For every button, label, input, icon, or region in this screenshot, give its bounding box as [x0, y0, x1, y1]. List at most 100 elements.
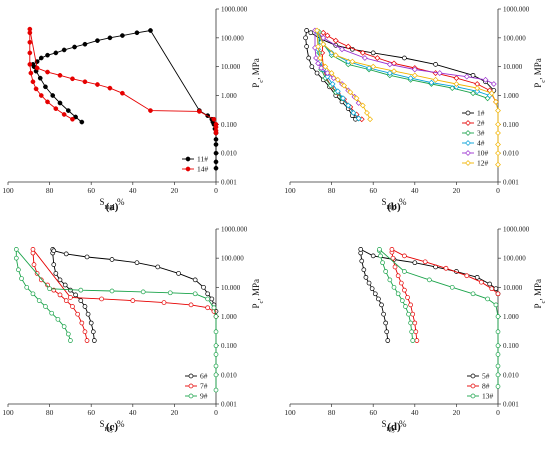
data-point — [363, 274, 369, 280]
data-point — [51, 262, 57, 267]
legend-marker — [465, 120, 471, 126]
x-tick-label: 40 — [411, 408, 419, 417]
data-point — [50, 93, 56, 98]
data-point — [90, 329, 96, 335]
data-point — [57, 277, 63, 283]
data-point — [27, 62, 33, 67]
legend-marker — [465, 130, 471, 136]
data-point — [45, 99, 50, 105]
x-axis-label: SHg, % — [100, 197, 125, 211]
legend-label: 14# — [197, 165, 209, 174]
data-point — [318, 65, 325, 71]
data-point — [389, 247, 395, 252]
data-point — [443, 265, 449, 271]
data-point — [398, 280, 404, 286]
legend-marker — [470, 383, 476, 389]
data-point — [406, 311, 411, 317]
data-point — [367, 116, 373, 123]
data-point — [72, 44, 77, 50]
series-9# — [13, 247, 219, 393]
x-tick-label: 40 — [129, 186, 137, 195]
data-point — [30, 79, 36, 85]
data-point — [334, 88, 341, 95]
data-point — [390, 255, 396, 261]
legend-label: 13# — [482, 392, 494, 401]
data-point — [45, 69, 50, 75]
data-point — [51, 248, 57, 254]
x-tick-label: 100 — [2, 186, 14, 195]
data-point — [211, 116, 217, 122]
data-point — [320, 34, 327, 41]
y-tick-label: 100.000 — [503, 255, 526, 263]
x-tick-label: 60 — [369, 408, 377, 417]
data-point — [95, 82, 100, 87]
data-point — [383, 320, 389, 326]
y-tick-label: 10.000 — [503, 63, 523, 71]
data-point — [176, 271, 181, 276]
data-point — [24, 284, 30, 290]
data-point — [411, 66, 418, 73]
data-point — [374, 55, 381, 61]
data-point — [405, 295, 410, 300]
data-point — [57, 100, 63, 106]
y-tick-label: 10.000 — [503, 284, 523, 292]
chart-panel-3: 0.001 0.010 0.100 1.000 10.000 100.000 1000.00… — [2, 226, 264, 434]
data-point — [412, 320, 418, 326]
data-point — [403, 304, 408, 309]
data-point — [409, 329, 415, 335]
data-point — [495, 141, 501, 148]
data-point — [304, 28, 309, 33]
data-point — [308, 30, 314, 36]
data-point — [464, 273, 470, 279]
data-point — [309, 64, 315, 70]
data-point — [88, 320, 94, 326]
data-point — [453, 81, 460, 87]
chart-panel-4: 0.001 0.010 0.100 1.000 10.000 100.000 1000.00… — [284, 226, 546, 434]
x-tick-label: 0 — [214, 186, 218, 195]
data-point — [495, 314, 501, 319]
x-tick-label: 80 — [46, 408, 54, 417]
data-point — [453, 75, 460, 82]
data-point — [38, 93, 44, 98]
panel-label: (a) — [106, 201, 119, 213]
data-point — [313, 55, 319, 61]
data-point — [432, 76, 439, 83]
data-point — [155, 264, 161, 270]
legend: 6#7#9# — [185, 372, 208, 401]
data-point — [45, 282, 50, 288]
y-tick-label: 1.000 — [221, 92, 237, 100]
legend-label: 6# — [200, 372, 208, 381]
data-point — [345, 102, 352, 109]
legend-marker — [465, 150, 471, 156]
data-point — [369, 286, 375, 292]
data-point — [470, 90, 476, 97]
y-tick-label: 1.000 — [503, 313, 519, 321]
data-point — [379, 302, 384, 308]
x-tick-label: 80 — [328, 186, 336, 195]
data-point — [161, 300, 167, 305]
data-point — [45, 52, 50, 58]
y-tick-label: 0.001 — [503, 179, 519, 187]
data-point — [384, 329, 390, 335]
data-point — [213, 329, 219, 335]
data-point — [495, 130, 501, 136]
data-point — [495, 107, 501, 114]
data-point — [380, 260, 385, 266]
data-point — [213, 352, 219, 357]
data-point — [370, 63, 377, 70]
data-point — [27, 39, 33, 45]
x-tick-label: 20 — [171, 186, 179, 195]
data-point — [61, 47, 67, 53]
data-point — [392, 264, 398, 270]
legend-label: 12# — [477, 159, 489, 168]
x-tick-label: 100 — [284, 408, 296, 417]
series-line — [316, 31, 490, 119]
data-point — [79, 320, 85, 326]
y-tick-label: 1000.000 — [503, 6, 530, 14]
y-tick-label: 0.100 — [221, 342, 237, 350]
legend: 1#2#3#4#10#12# — [462, 109, 489, 168]
x-tick-label: 60 — [87, 408, 95, 417]
data-point — [109, 257, 115, 262]
data-point — [495, 363, 501, 369]
